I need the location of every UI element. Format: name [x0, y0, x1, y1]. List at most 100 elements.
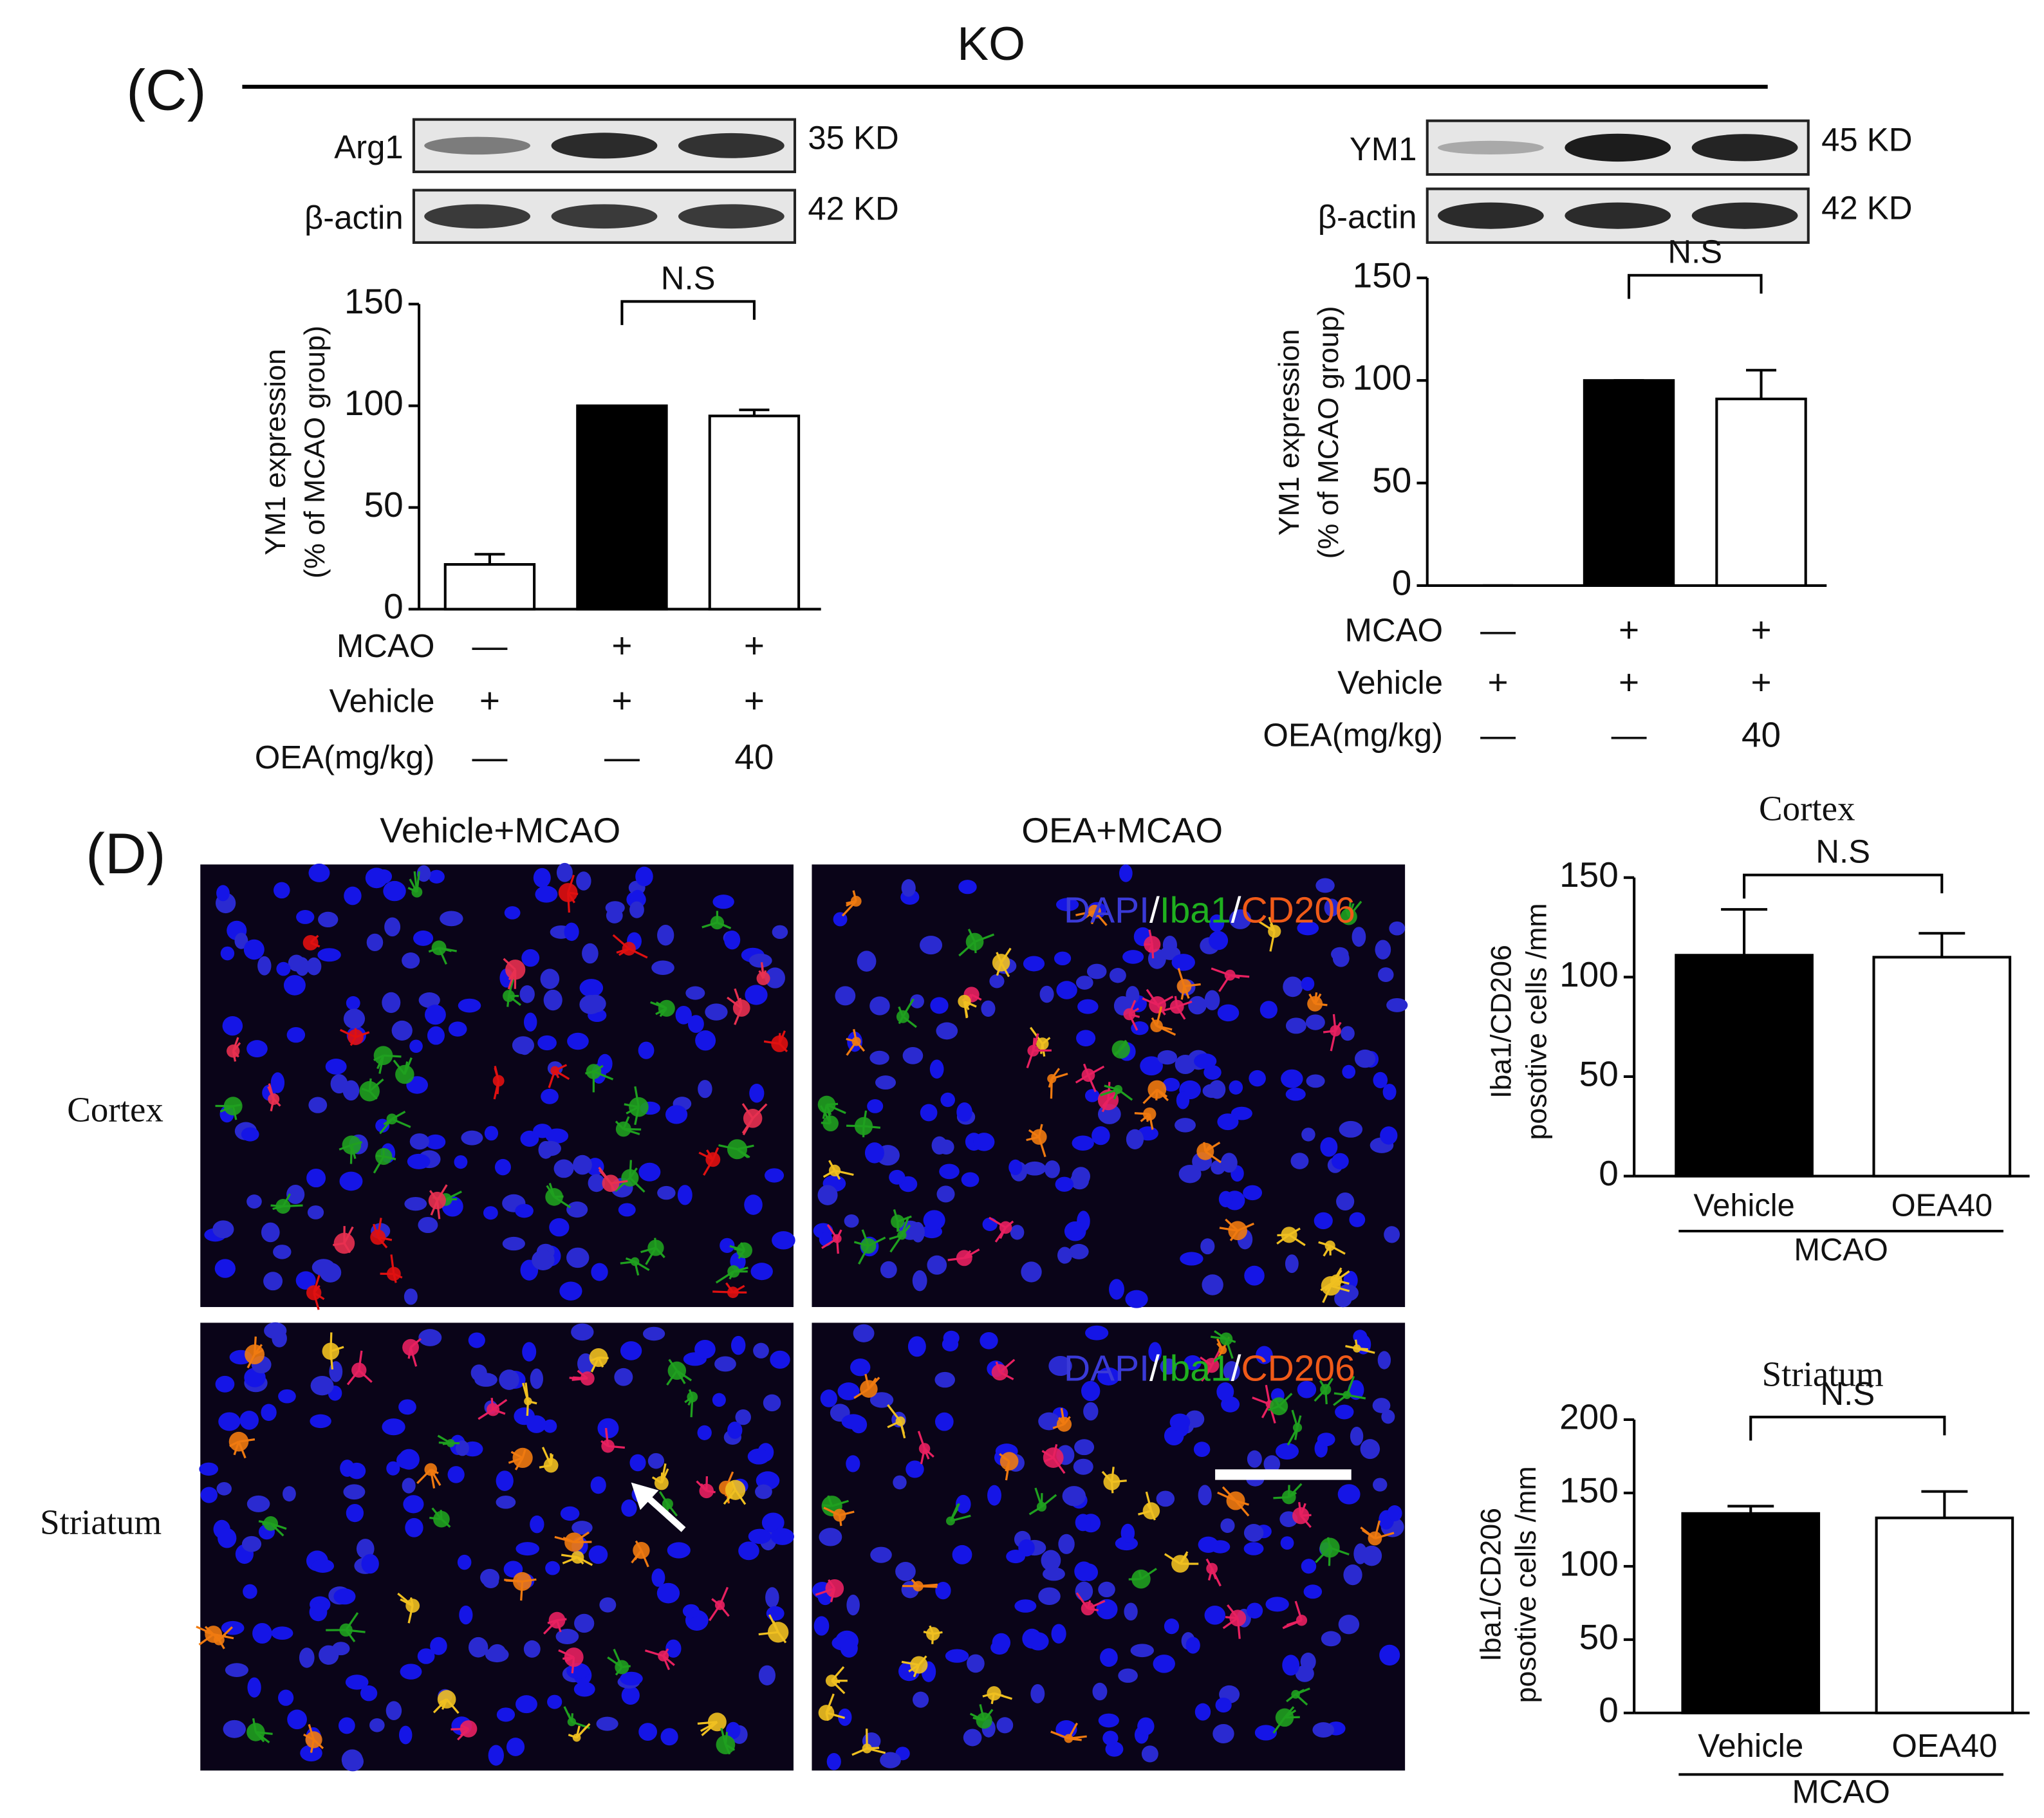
cell-process	[1037, 1124, 1043, 1138]
nucleus	[286, 1184, 305, 1205]
row-title: Striatum	[40, 1502, 162, 1541]
nucleus	[222, 1016, 243, 1036]
cell-process	[343, 1226, 354, 1244]
cell-process	[838, 1515, 842, 1526]
cell-process	[1222, 1617, 1239, 1629]
nucleus	[246, 1194, 262, 1209]
cell-process	[645, 1247, 657, 1265]
nucleus	[1085, 1325, 1109, 1340]
bar	[1681, 1512, 1821, 1714]
cell-process	[625, 1257, 636, 1263]
nucleus	[556, 862, 573, 882]
cell-process	[1230, 974, 1250, 978]
nucleus	[470, 1364, 487, 1382]
nucleus	[588, 1545, 608, 1564]
nucleus	[1109, 968, 1126, 983]
cell-process	[310, 941, 321, 948]
significance-bracket	[620, 300, 756, 326]
cell-process	[826, 1103, 846, 1115]
nucleus	[234, 932, 248, 949]
x-tick-label: Vehicle	[1693, 1188, 1794, 1223]
blot-band	[424, 204, 531, 229]
nucleus	[1119, 864, 1133, 882]
nucleus	[697, 1425, 712, 1440]
nucleus	[440, 911, 463, 927]
stain-part: CD206	[1241, 1348, 1355, 1389]
cell-process	[626, 1106, 640, 1115]
nucleus	[295, 1271, 316, 1290]
nucleus	[939, 1164, 960, 1180]
arrow-head	[631, 1482, 659, 1510]
condition-value: 40	[734, 737, 774, 777]
cell-process	[1288, 1234, 1306, 1247]
cell-process	[333, 1242, 345, 1247]
nucleus	[1074, 1439, 1095, 1456]
nucleus	[813, 1616, 830, 1636]
cell-process	[852, 890, 857, 902]
cell-process	[1318, 1241, 1331, 1247]
cell-process	[853, 1387, 869, 1399]
condition-value: —	[472, 737, 507, 777]
bar	[1872, 956, 2012, 1178]
cell-process	[727, 996, 743, 1009]
cell-process	[1142, 997, 1158, 1006]
nucleus	[468, 1332, 485, 1348]
cell-process	[1048, 1078, 1053, 1088]
cell-process	[490, 1398, 494, 1410]
cell-process	[1319, 1380, 1327, 1390]
cell-process	[429, 1190, 438, 1201]
cell-process	[198, 1633, 214, 1646]
nucleus	[1231, 1106, 1252, 1120]
nucleus	[1336, 1192, 1355, 1211]
nucleus	[384, 917, 401, 937]
cell-process	[1301, 1514, 1312, 1517]
nucleus	[1175, 1118, 1196, 1133]
cell-process	[303, 1733, 315, 1741]
nucleus	[1014, 1599, 1037, 1613]
cell-process	[566, 892, 570, 913]
cell-process	[629, 1160, 632, 1178]
cell-process	[492, 1398, 508, 1411]
nucleus	[1312, 1722, 1335, 1738]
nucleus	[1384, 1226, 1400, 1243]
nucleus	[1140, 1056, 1163, 1076]
nucleus	[1297, 921, 1319, 936]
cell-process	[720, 1728, 727, 1745]
nucleus	[1387, 1505, 1402, 1522]
nucleus	[1280, 1536, 1294, 1550]
cell-process	[826, 1224, 838, 1239]
cell-process	[1287, 1427, 1299, 1446]
condition-value: —	[472, 626, 507, 665]
nucleus	[1076, 1030, 1096, 1046]
cell-process	[383, 1118, 393, 1126]
x-tick-label: Vehicle	[1698, 1727, 1803, 1764]
blot-size: 35 KD	[808, 120, 898, 156]
nucleus	[685, 986, 705, 1000]
cell-process	[343, 1243, 351, 1254]
cell-process	[1268, 916, 1276, 932]
nucleus	[1125, 1290, 1148, 1308]
cell-process	[1075, 910, 1095, 916]
condition-value: +	[1751, 662, 1771, 702]
cell-process	[662, 1648, 669, 1657]
nucleus	[339, 1171, 363, 1191]
nucleus	[212, 1220, 234, 1239]
cell-process	[567, 875, 575, 893]
nucleus	[308, 863, 330, 882]
cell-process	[1041, 1450, 1054, 1459]
cell-process	[1269, 931, 1276, 952]
cell-process	[346, 1629, 366, 1633]
cell-process	[232, 1104, 241, 1108]
cell-process	[1041, 1037, 1051, 1045]
nucleus	[1331, 947, 1349, 961]
cell-process	[1283, 1706, 1295, 1718]
cell-process	[282, 1193, 292, 1207]
nucleus	[278, 1389, 296, 1404]
nucleus	[496, 1470, 514, 1491]
nucleus	[1054, 951, 1072, 966]
cell-process	[308, 1724, 315, 1740]
cell-process	[827, 1495, 833, 1507]
nucleus	[566, 1201, 588, 1218]
blot-band	[1691, 202, 1798, 229]
cell-process	[1315, 1546, 1331, 1564]
